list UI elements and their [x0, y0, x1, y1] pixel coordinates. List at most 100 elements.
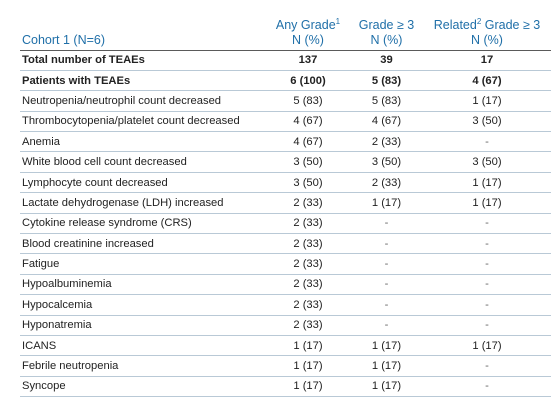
any-grade-cell: 2 (33): [266, 192, 350, 214]
grade3-cell: -: [350, 233, 423, 255]
any-grade-cell: 3 (50): [266, 151, 350, 173]
grade3-title: Grade ≥ 3: [358, 17, 415, 32]
grade3-cell: -: [350, 253, 423, 275]
row-label-cell: Patients with TEAEs: [20, 70, 266, 92]
related-grade3-cell: -: [423, 294, 551, 316]
any-grade-unit: N (%): [292, 32, 324, 47]
any-grade-cell: 1 (17): [266, 335, 350, 357]
any-grade-cell: 4 (67): [266, 111, 350, 133]
table-row: Lymphocyte count decreased 3 (50) 2 (33) 1 …: [20, 172, 551, 194]
table-row: Fatigue 2 (33) - -: [20, 253, 551, 275]
any-grade-cell: 2 (33): [266, 233, 350, 255]
row-label-cell: Neutropenia/neutrophil count decreased: [20, 90, 266, 112]
row-label-cell: ICANS: [20, 335, 266, 357]
row-label-cell: Febrile neutropenia: [20, 355, 266, 377]
any-grade-cell: 1 (17): [266, 376, 350, 398]
any-grade-cell: 3 (50): [266, 172, 350, 194]
cohort-header-text: Cohort 1 (N=6): [22, 32, 106, 47]
row-label-cell: Lymphocyte count decreased: [20, 172, 266, 194]
grade3-cell: -: [350, 274, 423, 296]
row-label-cell: Cytokine release syndrome (CRS): [20, 213, 266, 235]
grade3-cell: 1 (17): [350, 355, 423, 377]
table-row: Thrombocytopenia/platelet count decrease…: [20, 111, 551, 133]
table-row: White blood cell count decreased 3 (50) 3 …: [20, 151, 551, 173]
related-grade3-cell: -: [423, 213, 551, 235]
table-row: Total number of TEAEs 137 39 17: [20, 50, 551, 71]
related-grade3-cell: -: [423, 376, 551, 398]
header-row: Cohort 1 (N=6) Any Grade1 N (%) Grade ≥ …: [20, 0, 551, 51]
table-row: Hyponatremia 2 (33) - -: [20, 315, 551, 336]
table-row: Blood creatinine increased 2 (33) - -: [20, 233, 551, 255]
any-grade-cell: 2 (33): [266, 213, 350, 235]
grade3-cell: 1 (17): [350, 192, 423, 214]
grade3-unit: N (%): [370, 32, 403, 47]
grade3-cell: 2 (33): [350, 172, 423, 194]
grade3-cell: -: [350, 294, 423, 316]
related-unit: N (%): [471, 32, 503, 47]
any-grade-cell: 6 (100): [266, 70, 350, 92]
table-row: Syncope 1 (17) 1 (17) -: [20, 376, 551, 398]
grade3-cell: 5 (83): [350, 70, 423, 92]
related-grade3-cell: -: [423, 355, 551, 377]
any-grade-cell: 2 (33): [266, 294, 350, 316]
related-footnote: 2: [476, 16, 482, 26]
related-title: Related: [433, 17, 477, 32]
related-grade3-cell: 1 (17): [423, 192, 551, 214]
cohort-header: Cohort 1 (N=6): [20, 0, 266, 51]
related-grade3-cell: -: [423, 253, 551, 275]
table-body: Total number of TEAEs 137 39 17 Patients wit…: [20, 50, 551, 398]
related-grade3-cell: 3 (50): [423, 151, 551, 173]
any-grade-cell: 1 (17): [266, 355, 350, 377]
any-grade-cell: 2 (33): [266, 315, 350, 336]
related-grade3-cell: -: [423, 315, 551, 336]
related-grade3-cell: 3 (50): [423, 111, 551, 133]
grade3-cell: 4 (67): [350, 111, 423, 133]
any-grade-cell: 5 (83): [266, 90, 350, 112]
related-grade3-cell: 4 (67): [423, 70, 551, 92]
row-label-cell: Anemia: [20, 131, 266, 153]
related-grade3-cell: 1 (17): [423, 172, 551, 194]
grade3-cell: -: [350, 315, 423, 336]
row-label-cell: Syncope: [20, 376, 266, 398]
related-grade3-cell: -: [423, 274, 551, 296]
table-row: Hypocalcemia 2 (33) - -: [20, 294, 551, 316]
grade3-header: Grade ≥ 3 N (%): [350, 0, 423, 51]
grade3-cell: 3 (50): [350, 151, 423, 173]
any-grade-header: Any Grade1 N (%): [266, 0, 350, 51]
any-grade-cell: 2 (33): [266, 274, 350, 296]
related-grade3-cell: 17: [423, 50, 551, 71]
grade3-cell: -: [350, 213, 423, 235]
row-label-cell: Thrombocytopenia/platelet count decrease…: [20, 111, 266, 133]
grade3-cell: 1 (17): [350, 335, 423, 357]
related-title-suffix: Grade ≥ 3: [481, 17, 541, 32]
row-label-cell: Fatigue: [20, 253, 266, 275]
table-row: ICANS 1 (17) 1 (17) 1 (17): [20, 335, 551, 357]
any-grade-cell: 2 (33): [266, 253, 350, 275]
any-grade-title: Any Grade: [275, 17, 336, 32]
related-grade3-cell: -: [423, 131, 551, 153]
any-grade-footnote: 1: [335, 16, 341, 26]
table-row: Febrile neutropenia 1 (17) 1 (17) -: [20, 355, 551, 377]
related-grade3-header: Related2 Grade ≥ 3 N (%): [423, 0, 551, 51]
table-row: Hypoalbuminemia 2 (33) - -: [20, 274, 551, 296]
any-grade-cell: 137: [266, 50, 350, 71]
related-grade3-cell: 1 (17): [423, 90, 551, 112]
row-label-cell: Blood creatinine increased: [20, 233, 266, 255]
row-label-cell: Total number of TEAEs: [20, 50, 266, 71]
grade3-cell: 1 (17): [350, 376, 423, 398]
table-row: Anemia 4 (67) 2 (33) -: [20, 131, 551, 153]
table-row: Lactate dehydrogenase (LDH) increased 2 (…: [20, 192, 551, 214]
related-grade3-cell: -: [423, 233, 551, 255]
grade3-cell: 5 (83): [350, 90, 423, 112]
row-label-cell: Hypocalcemia: [20, 294, 266, 316]
row-label-cell: White blood cell count decreased: [20, 151, 266, 173]
table-row: Neutropenia/neutrophil count decreased 5 …: [20, 90, 551, 112]
related-grade3-cell: 1 (17): [423, 335, 551, 357]
table-row: Cytokine release syndrome (CRS) 2 (33) - -: [20, 213, 551, 235]
table-row: Patients with TEAEs 6 (100) 5 (83) 4 (67): [20, 70, 551, 92]
grade3-cell: 2 (33): [350, 131, 423, 153]
grade3-cell: 39: [350, 50, 423, 71]
table-header: Cohort 1 (N=6) Any Grade1 N (%) Grade ≥ …: [20, 0, 551, 51]
row-label-cell: Hyponatremia: [20, 315, 266, 336]
